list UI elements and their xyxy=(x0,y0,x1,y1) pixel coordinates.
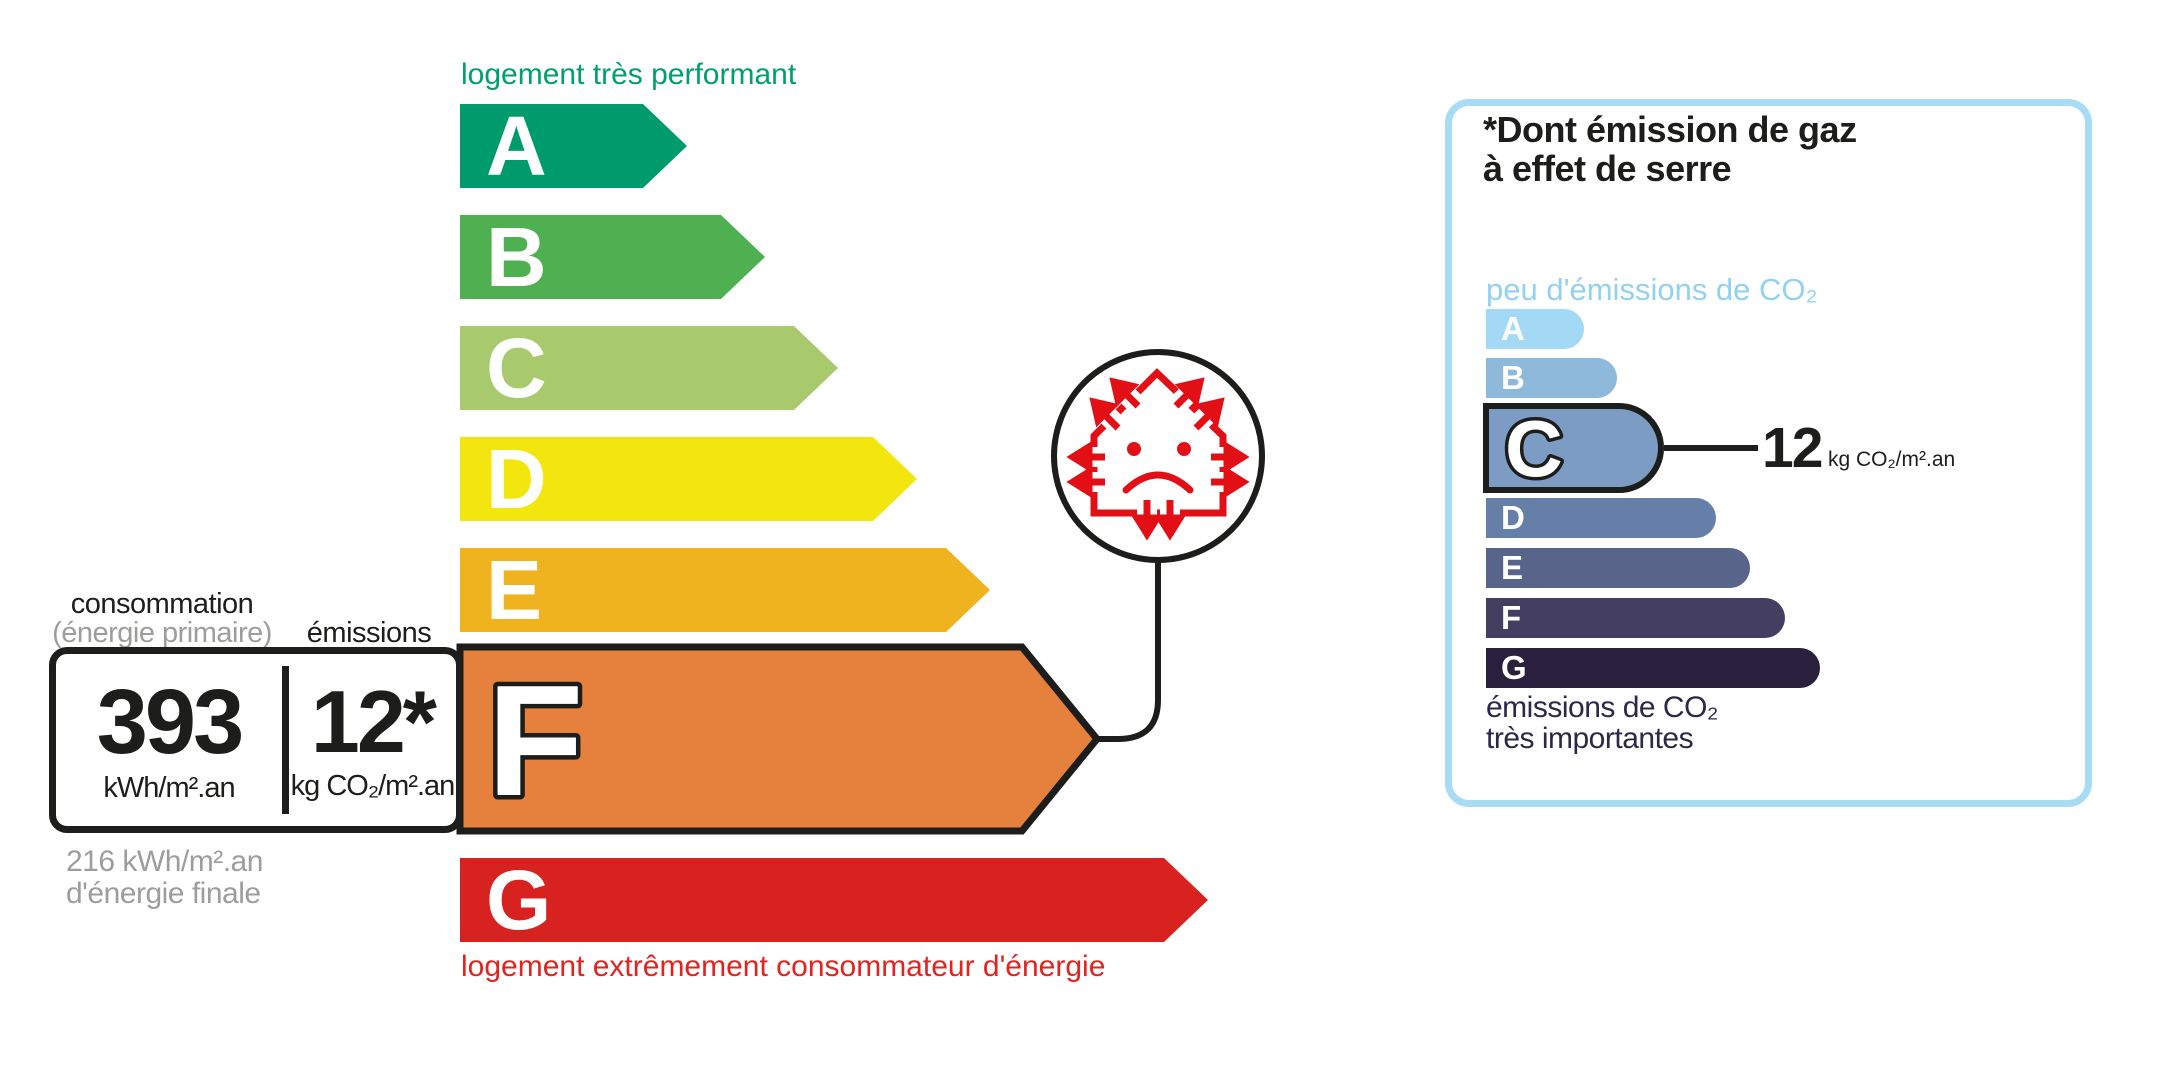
co2-scale-bottom-caption: émissions de CO₂ très importantes xyxy=(1486,691,1719,755)
final-energy-note-line2: d'énergie finale xyxy=(66,877,261,910)
energy-class-letter: A xyxy=(486,99,546,193)
energy-class-arrow-b: B xyxy=(460,215,765,299)
energy-class-letter: C xyxy=(486,321,546,415)
co2-class-bar-g: G xyxy=(1486,648,1820,688)
heat-leak-arrows xyxy=(1066,377,1250,541)
box-divider xyxy=(282,666,289,814)
co2-panel-title: *Dont émission de gaz à effet de serre xyxy=(1483,110,1857,188)
emissions-cell: 12* kg CO₂/m².an xyxy=(289,654,456,826)
energy-loss-house-badge xyxy=(1051,349,1265,742)
co2-bottom-caption-line2: très importantes xyxy=(1486,722,1694,755)
co2-value: 12 xyxy=(1762,416,1823,480)
co2-class-letter: E xyxy=(1501,549,1524,586)
co2-active-letter-graphic: C xyxy=(1502,406,1567,490)
co2-class-bar-f: F xyxy=(1486,598,1785,638)
co2-class-bar-b: B xyxy=(1486,358,1617,398)
emissions-header: émissions xyxy=(306,617,432,649)
energy-class-arrow-c: C xyxy=(460,326,838,410)
energy-class-arrow-d: D xyxy=(460,437,917,521)
co2-bottom-caption-line1: émissions de CO₂ xyxy=(1486,691,1719,724)
co2-value-pointer-line xyxy=(1664,445,1758,451)
co2-class-letter: D xyxy=(1501,499,1525,536)
consumption-header: consommation xyxy=(70,588,254,620)
co2-class-letter: G xyxy=(1501,649,1527,686)
emissions-unit: kg CO₂/m².an xyxy=(290,769,456,802)
final-energy-note-line1: 216 kWh/m².an xyxy=(66,845,263,878)
co2-panel-title-line1: *Dont émission de gaz xyxy=(1483,109,1857,150)
consumption-value-box: 393 kWh/m².an 12* kg CO₂/m².an xyxy=(49,647,463,833)
co2-class-bar-c-active: C xyxy=(1483,403,1664,493)
emissions-value: 12* xyxy=(310,671,437,771)
active-energy-class-letter: F xyxy=(487,653,584,829)
badge-connector-line xyxy=(1096,558,1161,742)
sad-face xyxy=(1122,442,1194,494)
co2-class-letter: B xyxy=(1501,359,1525,396)
primary-energy-value: 393 xyxy=(96,670,244,773)
co2-class-letter: F xyxy=(1501,599,1522,636)
co2-active-class-letter: C xyxy=(1505,406,1563,490)
energy-class-letter: B xyxy=(486,210,546,304)
energy-class-arrow-e: E xyxy=(460,548,990,632)
energy-class-arrow-a: A xyxy=(460,104,687,188)
primary-energy-cell: 393 kWh/m².an xyxy=(56,654,282,826)
energy-class-letter: G xyxy=(486,853,551,947)
energy-class-arrow-f-active: F xyxy=(456,643,1102,835)
co2-class-bar-e: E xyxy=(1486,548,1750,588)
sad-house-energy-loss-icon xyxy=(1066,368,1250,541)
co2-scale-top-caption: peu d'émissions de CO₂ xyxy=(1486,272,1818,307)
co2-value-unit: kg CO₂/m².an xyxy=(1828,448,1956,471)
energy-scale-bottom-caption: logement extrêmement consommateur d'éner… xyxy=(461,950,1106,983)
co2-panel-title-line2: à effet de serre xyxy=(1483,148,1732,189)
primary-energy-unit: kWh/m².an xyxy=(103,771,235,804)
consumption-subheader: (énergie primaire) xyxy=(52,617,272,649)
co2-class-bar-a: A xyxy=(1486,309,1584,349)
energy-class-letter: D xyxy=(486,432,546,526)
energy-scale-top-caption: logement très performant xyxy=(461,58,797,91)
energy-class-letter: E xyxy=(486,543,542,637)
co2-class-bar-d: D xyxy=(1486,498,1716,538)
energy-class-arrow-g: G xyxy=(460,858,1208,942)
co2-class-letter: A xyxy=(1501,310,1525,347)
